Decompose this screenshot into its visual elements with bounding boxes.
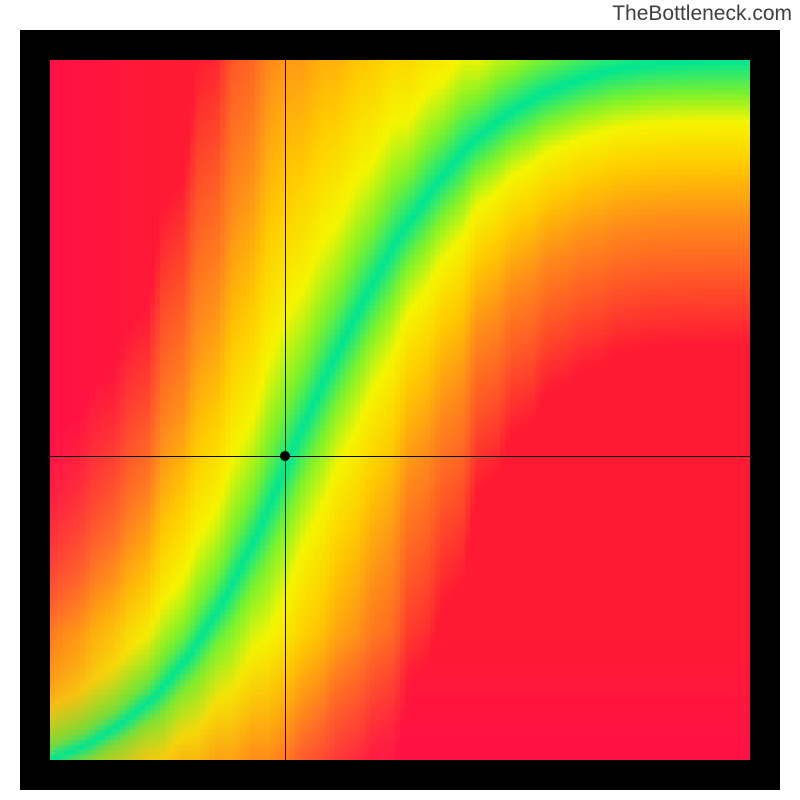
bottleneck-heatmap	[50, 60, 750, 760]
watermark-text: TheBottleneck.com	[612, 2, 792, 26]
crosshair-vertical	[285, 60, 286, 760]
plot-frame	[20, 30, 780, 790]
crosshair-horizontal	[50, 456, 750, 457]
selection-marker-dot	[280, 451, 290, 461]
